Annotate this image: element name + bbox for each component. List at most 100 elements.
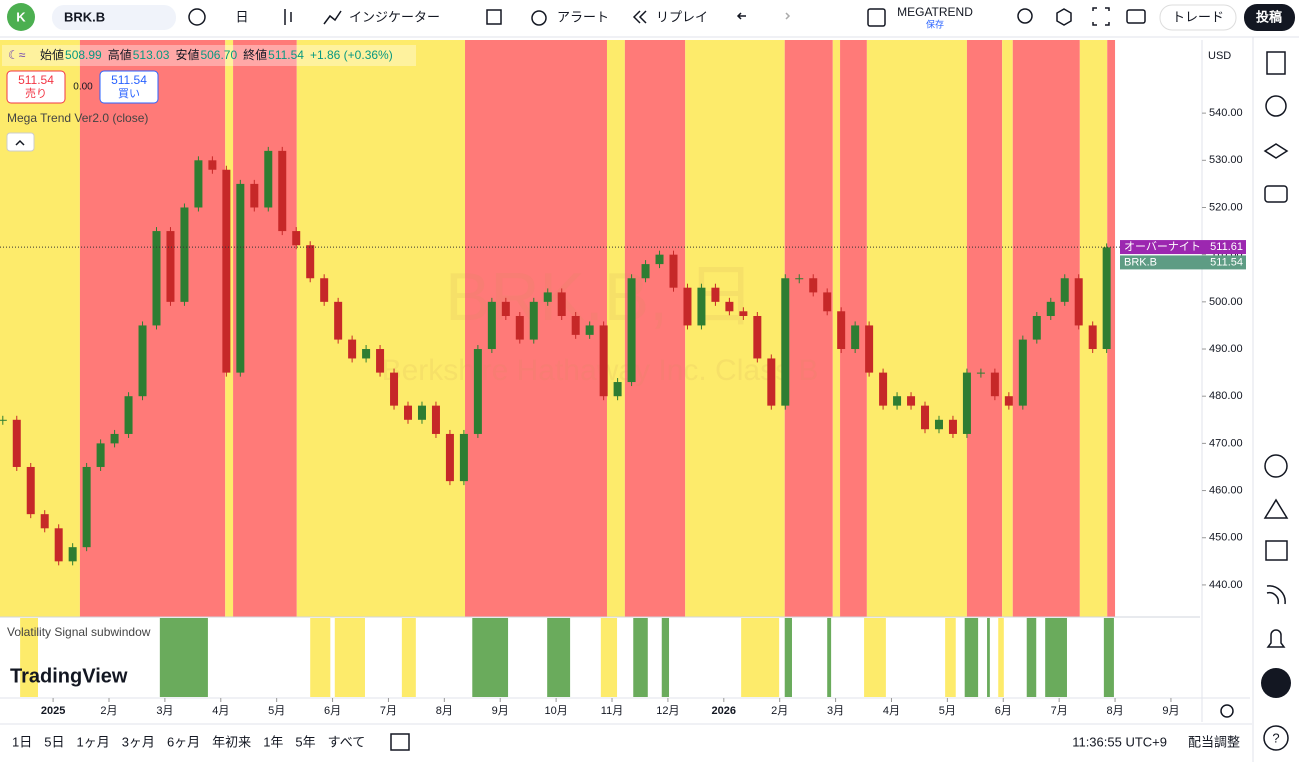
range-button[interactable]: 6ヶ月 <box>167 734 200 749</box>
candle <box>1088 325 1097 350</box>
price-marker-value: 511.54 <box>1210 256 1243 268</box>
fullscreen[interactable] <box>1092 7 1110 26</box>
trend-band <box>1107 40 1116 617</box>
candle <box>795 278 804 280</box>
x-tick-label: 12月 <box>656 705 679 717</box>
avatar[interactable] <box>7 3 35 31</box>
trend-band <box>296 40 466 617</box>
x-tick-label: 2026 <box>712 705 736 717</box>
currency[interactable]: USD <box>1208 50 1231 62</box>
candle <box>753 315 762 359</box>
sell-button[interactable] <box>6 70 66 104</box>
candle <box>613 382 622 397</box>
candle <box>948 419 957 434</box>
x-tick-label: 2月 <box>771 705 788 717</box>
axis-settings[interactable] <box>1220 704 1234 718</box>
layout-toggle[interactable] <box>867 8 886 27</box>
chart-type[interactable] <box>284 9 292 25</box>
indicators[interactable]: インジケーター <box>349 9 440 24</box>
range-button[interactable]: 5日 <box>44 734 64 749</box>
trend-band <box>79 40 226 617</box>
x-tick-label: 6月 <box>324 705 341 717</box>
range-button[interactable]: 1日 <box>12 734 32 749</box>
candle <box>152 231 161 326</box>
spread: 0.00 <box>73 82 93 93</box>
range-button[interactable]: すべて <box>328 734 366 749</box>
layers[interactable] <box>1263 143 1289 159</box>
date-range[interactable] <box>390 733 410 751</box>
snapshot[interactable] <box>1126 9 1146 24</box>
layout-name[interactable]: MEGATREND <box>897 5 973 19</box>
publish-button[interactable] <box>1244 4 1295 31</box>
candle <box>585 325 594 335</box>
candle <box>655 254 664 265</box>
trade-button[interactable] <box>1159 4 1237 31</box>
x-tick-label: 5月 <box>939 705 956 717</box>
trend-band <box>866 40 967 617</box>
signal-bar <box>987 618 990 697</box>
range-bar: 1日 5日 1ヶ月 3ヶ月 6ヶ月 年初来 1年 5年 すべて <box>12 734 365 749</box>
candle <box>501 301 510 316</box>
range-button[interactable]: 年初来 <box>212 734 251 749</box>
help[interactable] <box>1263 725 1289 751</box>
x-tick-label: 3月 <box>156 705 173 717</box>
pine[interactable] <box>1263 498 1289 519</box>
signal-bar <box>600 618 618 697</box>
candle <box>180 207 189 302</box>
candle <box>907 396 916 406</box>
candle <box>40 514 49 529</box>
candle <box>96 443 105 467</box>
feed[interactable] <box>1266 585 1286 605</box>
candle <box>865 325 874 373</box>
ohlc-value: 511.54 <box>268 48 304 62</box>
settings[interactable] <box>1056 8 1072 26</box>
alerts[interactable] <box>1265 95 1287 117</box>
y-tick-label: 530.00 <box>1209 154 1243 166</box>
candle <box>12 419 21 467</box>
replay-icon <box>632 10 647 24</box>
branding: TradingView <box>10 665 128 687</box>
sell-price: 511.54 <box>18 73 54 87</box>
candle <box>683 287 692 326</box>
buy-button[interactable] <box>99 70 159 104</box>
x-tick-label: 9月 <box>492 705 509 717</box>
undo[interactable] <box>736 12 746 20</box>
add-symbol[interactable] <box>188 8 206 26</box>
idea[interactable] <box>1264 454 1288 478</box>
notifications[interactable] <box>1266 629 1286 648</box>
signal-bar <box>472 618 509 697</box>
replay[interactable]: リプレイ <box>656 9 708 24</box>
range-button[interactable]: 3ヶ月 <box>122 734 155 749</box>
legend: ☾≈ 511.54 売り 0.00 511.54 買い Mega Trend V… <box>2 45 416 152</box>
apps[interactable] <box>1261 668 1291 698</box>
collapse-icon <box>15 139 25 146</box>
interval[interactable]: 日 <box>235 9 248 24</box>
redo[interactable] <box>785 12 791 20</box>
x-tick-label: 7月 <box>1051 705 1068 717</box>
templates[interactable] <box>486 9 502 25</box>
indicator-name[interactable]: Mega Trend Ver2.0 (close) <box>7 111 148 125</box>
symbol-search[interactable] <box>52 5 176 30</box>
range-button[interactable]: 1年 <box>263 734 283 749</box>
range-button[interactable]: 1ヶ月 <box>76 734 109 749</box>
indicators-icon <box>323 10 342 25</box>
chat[interactable] <box>1264 185 1288 203</box>
dividend-adjust[interactable]: 配当調整 <box>1188 734 1240 749</box>
candle <box>739 311 748 316</box>
trend-band <box>784 40 833 617</box>
x-tick-label: 2月 <box>100 705 117 717</box>
trend-band <box>606 40 625 617</box>
price-marker-name: BRK.B <box>1124 256 1157 268</box>
candle <box>515 315 524 340</box>
alert[interactable]: アラート <box>557 9 609 24</box>
watchlist[interactable] <box>1266 51 1286 75</box>
candle <box>934 419 943 430</box>
search[interactable] <box>1017 8 1033 24</box>
price-marker <box>1120 240 1246 255</box>
y-tick-label: 540.00 <box>1209 107 1243 119</box>
legend-icon: ☾≈ <box>8 48 26 62</box>
candle <box>459 433 468 482</box>
calendar[interactable] <box>1265 540 1288 561</box>
range-button[interactable]: 5年 <box>295 734 315 749</box>
candle <box>543 292 552 302</box>
